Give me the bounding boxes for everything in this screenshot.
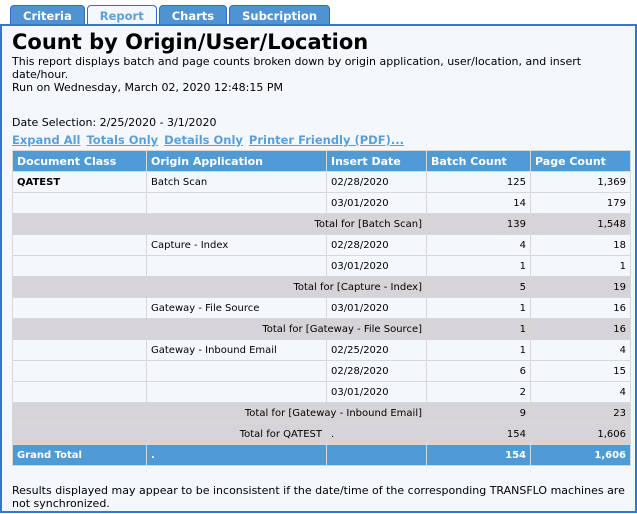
batch-count-cell: 1 — [426, 255, 531, 277]
batch-count-cell: 9 — [426, 402, 531, 424]
tab-criteria[interactable]: Criteria — [10, 5, 85, 25]
printer-friendly-link[interactable]: Printer Friendly (PDF)... — [248, 133, 404, 147]
document-class-cell — [12, 360, 147, 382]
tab-subcription[interactable]: Subcription — [229, 5, 330, 25]
document-class-cell — [12, 339, 147, 361]
page-count-cell: 179 — [530, 192, 631, 214]
document-class-cell — [12, 192, 147, 214]
page-count-cell: 19 — [530, 276, 631, 298]
table-row: Gateway - Inbound Email 02/25/2020 1 4 — [12, 339, 631, 361]
tab-bar: Criteria Report Charts Subcription — [10, 5, 330, 26]
col-page-count: Page Count — [530, 150, 631, 172]
subtotal-row: Total for [Batch Scan] 139 1,548 — [12, 213, 631, 235]
origin-cell — [146, 192, 327, 214]
footer-note: Results displayed may appear to be incon… — [12, 484, 625, 510]
grand-total-label: Grand Total — [12, 444, 147, 466]
tab-charts[interactable]: Charts — [158, 5, 228, 25]
page-count-cell: 1,606 — [530, 444, 631, 466]
page-count-cell: 4 — [530, 339, 631, 361]
insert-date-cell: 02/28/2020 — [326, 234, 427, 256]
table-row: 03/01/2020 14 179 — [12, 192, 631, 214]
insert-date-cell: 02/28/2020 — [326, 171, 427, 193]
class-total-label: Total for QATEST — [12, 423, 327, 445]
subtotal-label: Total for [Capture - Index] — [12, 276, 427, 298]
batch-count-cell: 2 — [426, 381, 531, 403]
report-description: This report displays batch and page coun… — [12, 55, 582, 81]
batch-count-cell: 154 — [426, 444, 531, 466]
date-selection: Date Selection: 2/25/2020 - 3/1/2020 — [12, 116, 217, 129]
col-document-class: Document Class — [12, 150, 147, 172]
col-insert-date: Insert Date — [326, 150, 427, 172]
batch-count-cell: 154 — [426, 423, 531, 445]
page-count-cell: 15 — [530, 360, 631, 382]
insert-date-cell: . — [326, 423, 427, 445]
page-title: Count by Origin/User/Location — [12, 30, 369, 54]
document-class-cell: QATEST — [12, 171, 147, 193]
origin-cell: Gateway - File Source — [146, 297, 327, 319]
table-row: 02/28/2020 6 15 — [12, 360, 631, 382]
document-class-cell — [12, 381, 147, 403]
insert-date-cell: 03/01/2020 — [326, 192, 427, 214]
report-table: Document Class Origin Application Insert… — [12, 150, 631, 466]
page-count-cell: 18 — [530, 234, 631, 256]
subtotal-label: Total for [Gateway - File Source] — [12, 318, 427, 340]
insert-date-cell: 03/01/2020 — [326, 255, 427, 277]
subtotal-label: Total for [Gateway - Inbound Email] — [12, 402, 427, 424]
batch-count-cell: 1 — [426, 318, 531, 340]
batch-count-cell: 1 — [426, 297, 531, 319]
origin-cell: . — [146, 444, 327, 466]
subtotal-label: Total for [Batch Scan] — [12, 213, 427, 235]
batch-count-cell: 4 — [426, 234, 531, 256]
col-origin-application: Origin Application — [146, 150, 327, 172]
expand-all-link[interactable]: Expand All — [12, 133, 81, 147]
table-row: Gateway - File Source 03/01/2020 1 16 — [12, 297, 631, 319]
batch-count-cell: 5 — [426, 276, 531, 298]
origin-cell — [146, 381, 327, 403]
origin-cell: Capture - Index — [146, 234, 327, 256]
insert-date-cell — [326, 444, 427, 466]
page-count-cell: 1,606 — [530, 423, 631, 445]
table-row: 03/01/2020 2 4 — [12, 381, 631, 403]
insert-date-cell: 03/01/2020 — [326, 297, 427, 319]
col-batch-count: Batch Count — [426, 150, 531, 172]
subtotal-row: Total for [Gateway - File Source] 1 16 — [12, 318, 631, 340]
totals-only-link[interactable]: Totals Only — [86, 133, 159, 147]
batch-count-cell: 139 — [426, 213, 531, 235]
class-total-row: Total for QATEST. 154 1,606 — [12, 423, 631, 445]
batch-count-cell: 6 — [426, 360, 531, 382]
table-row: 03/01/2020 1 1 — [12, 255, 631, 277]
page-count-cell: 16 — [530, 297, 631, 319]
page-count-cell: 1,548 — [530, 213, 631, 235]
tab-report[interactable]: Report — [86, 5, 157, 26]
run-timestamp: Run on Wednesday, March 02, 2020 12:48:1… — [12, 81, 283, 94]
insert-date-cell: 03/01/2020 — [326, 381, 427, 403]
origin-cell — [146, 255, 327, 277]
batch-count-cell: 14 — [426, 192, 531, 214]
document-class-cell — [12, 255, 147, 277]
page-count-cell: 23 — [530, 402, 631, 424]
origin-cell — [146, 360, 327, 382]
details-only-link[interactable]: Details Only — [164, 133, 243, 147]
subtotal-row: Total for [Capture - Index] 5 19 — [12, 276, 631, 298]
batch-count-cell: 1 — [426, 339, 531, 361]
table-row: Capture - Index 02/28/2020 4 18 — [12, 234, 631, 256]
origin-cell: Batch Scan — [146, 171, 327, 193]
insert-date-cell: 02/25/2020 — [326, 339, 427, 361]
table-row: QATEST Batch Scan 02/28/2020 125 1,369 — [12, 171, 631, 193]
page-count-cell: 1,369 — [530, 171, 631, 193]
subtotal-row: Total for [Gateway - Inbound Email] 9 23 — [12, 402, 631, 424]
insert-date-cell: 02/28/2020 — [326, 360, 427, 382]
page-count-cell: 4 — [530, 381, 631, 403]
batch-count-cell: 125 — [426, 171, 531, 193]
document-class-cell — [12, 297, 147, 319]
document-class-cell — [12, 234, 147, 256]
page-count-cell: 1 — [530, 255, 631, 277]
report-panel: Count by Origin/User/Location This repor… — [0, 24, 637, 513]
grand-total-row: Grand Total. 154 1,606 — [12, 444, 631, 466]
origin-cell: Gateway - Inbound Email — [146, 339, 327, 361]
page-count-cell: 16 — [530, 318, 631, 340]
